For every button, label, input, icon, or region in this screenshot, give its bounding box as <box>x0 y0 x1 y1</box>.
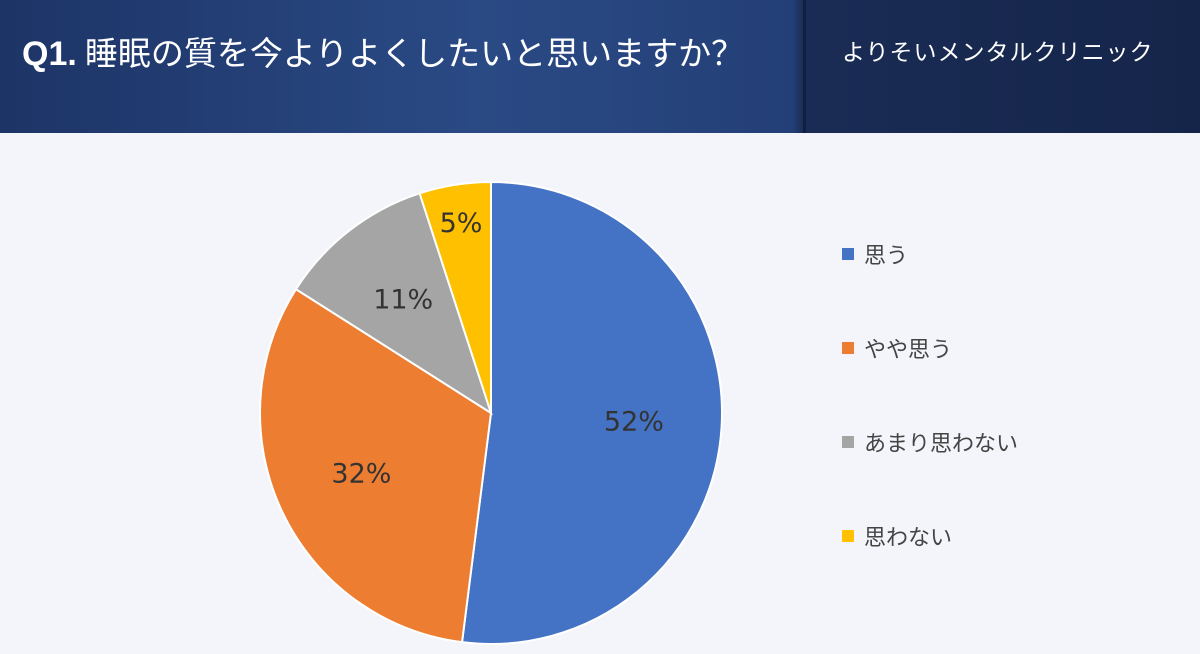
legend-swatch <box>842 436 854 448</box>
legend-item-4: 思わない <box>842 518 1018 554</box>
legend-item-1: 思う <box>842 236 1018 272</box>
header-bar: Q1. 睡眠の質を今よりよくしたいと思いますか？ よりそいメンタルクリニック <box>0 0 1200 133</box>
pie-slice-4 <box>418 180 492 414</box>
slice-data-label-1: 52% <box>604 406 664 437</box>
legend-label: やや思う <box>864 338 953 363</box>
slice-data-label-4: 5% <box>440 208 483 239</box>
slice-data-label-3: 11% <box>373 284 433 315</box>
pie-slice-1 <box>460 180 723 645</box>
legend-item-2: やや思う <box>842 330 1018 366</box>
legend-swatch <box>842 342 854 354</box>
header-divider <box>803 0 806 133</box>
legend-swatch <box>842 248 854 260</box>
chart-legend: 思うやや思うあまり思わない 思わない <box>842 236 1018 612</box>
organization-name: よりそいメンタルクリニック <box>842 40 1154 66</box>
pie-slice-3 <box>294 192 493 416</box>
question-title: Q1. 睡眠の質を今よりよくしたいと思いますか？ <box>22 32 744 76</box>
question-text: 睡眠の質を今よりよくしたいと思いますか？ <box>84 34 745 73</box>
question-number: Q1. <box>22 35 77 73</box>
legend-label: 思わない <box>864 526 953 551</box>
legend-swatch <box>842 530 854 542</box>
legend-label: あまり思わない <box>864 432 1019 457</box>
slice-data-label-2: 32% <box>331 458 391 489</box>
legend-item-3: あまり思わない <box>842 424 1018 460</box>
legend-label: 思う <box>864 244 909 269</box>
